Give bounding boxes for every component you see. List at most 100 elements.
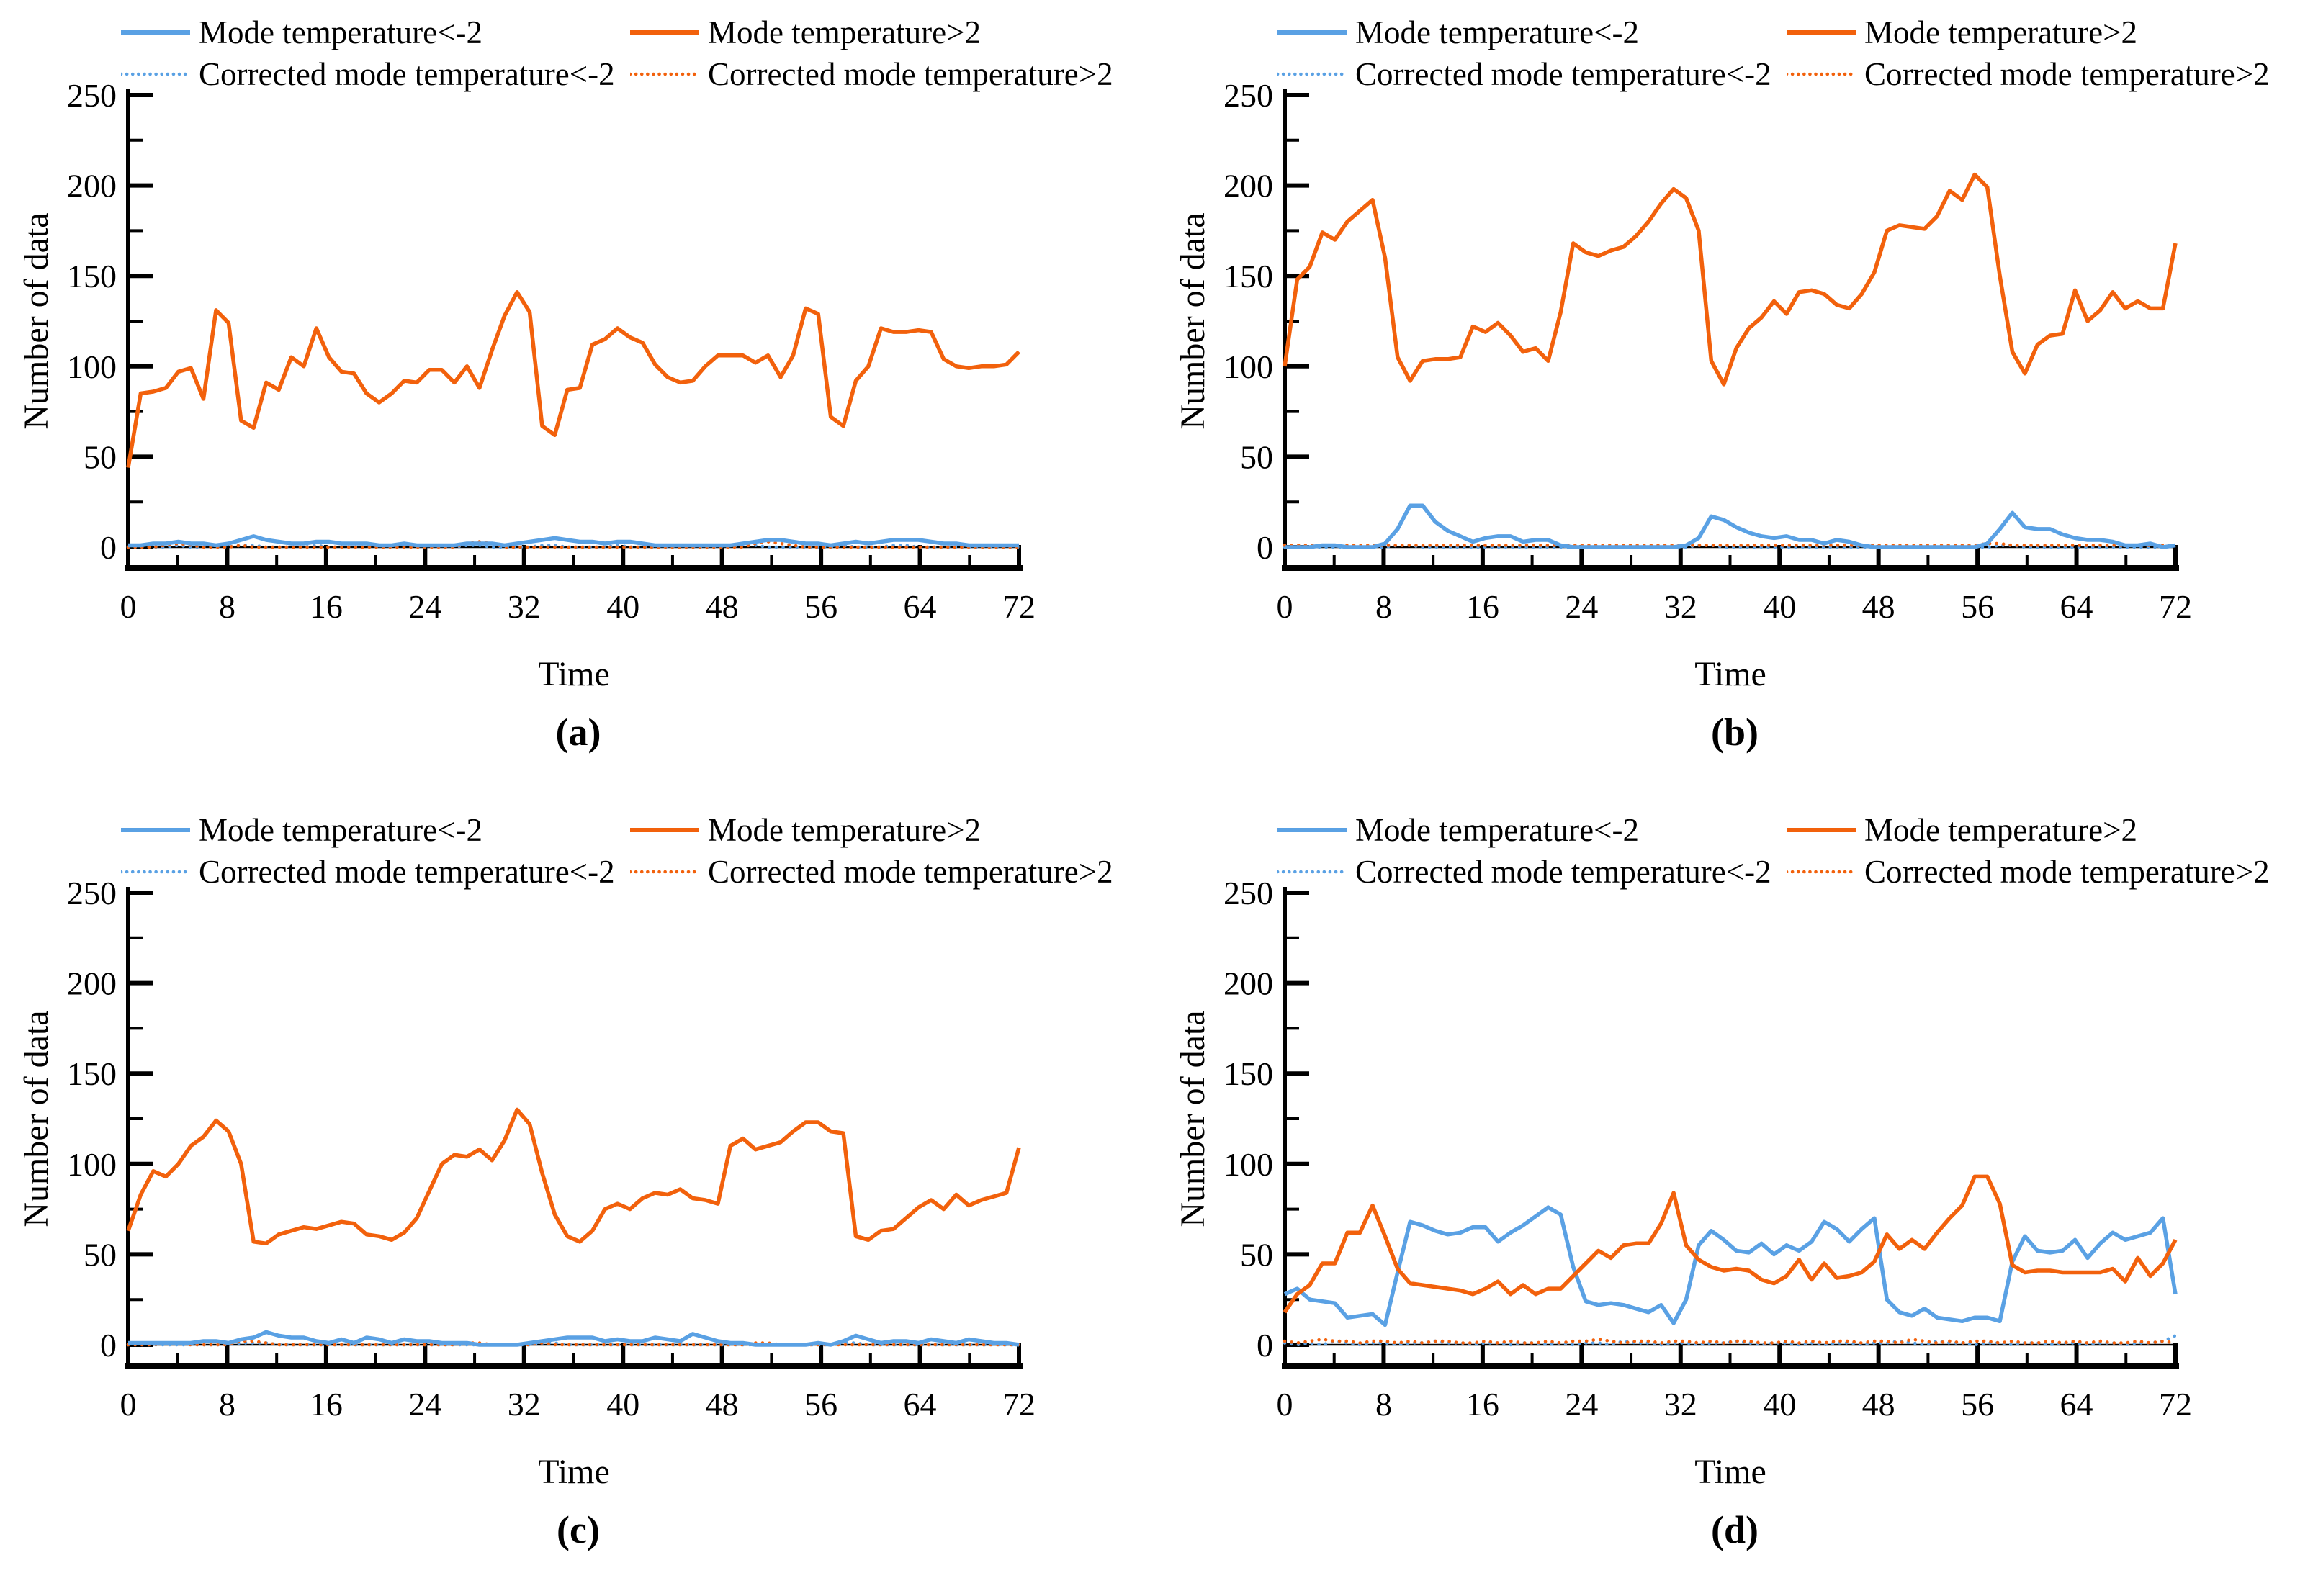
x-tick-label: 48	[1862, 1386, 1895, 1423]
series-line-mode-lt2	[1285, 503, 2176, 549]
x-tick-label: 40	[606, 1386, 639, 1423]
x-tick-label: 16	[310, 588, 343, 625]
dotted-orange-line-icon	[630, 72, 699, 76]
legend-item-mode-gt2: Mode temperature>2	[1787, 14, 2137, 50]
y-tick-label: 100	[1223, 1146, 1273, 1183]
solid-blue-line-icon	[1277, 828, 1347, 832]
legend-item-mode-gt2: Mode temperature>2	[1787, 812, 2137, 848]
x-tick-label: 72	[2159, 1386, 2192, 1423]
dotted-blue-line-icon	[121, 870, 190, 874]
y-tick-label: 250	[67, 875, 117, 911]
x-tick-label: 0	[1277, 1386, 1293, 1423]
y-axis-title: Number of data	[1174, 212, 1212, 429]
panel-b: Mode temperature<-2 Mode temperature>2 C…	[1156, 0, 2313, 798]
x-tick-label: 64	[2060, 588, 2093, 625]
series-line-mode-gt2	[1283, 1174, 2178, 1314]
y-tick-label: 250	[67, 77, 117, 114]
x-tick-label: 32	[508, 588, 541, 625]
legend-label: Mode temperature<-2	[1355, 14, 1639, 50]
caption-text: (b)	[1711, 711, 1759, 754]
y-axis-title: Number of data	[1174, 1010, 1212, 1227]
axes: 0 50 100 150 200 250 0 8 16 24 32 40 48 56 64 72	[1223, 77, 2192, 625]
y-tick-label: 0	[1257, 1327, 1273, 1363]
x-tick-label: 64	[2060, 1386, 2093, 1423]
x-tick-label: 32	[1664, 1386, 1697, 1423]
y-tick-label: 250	[1223, 77, 1273, 114]
solid-blue-line-icon	[121, 828, 190, 832]
legend-item-mode-gt2: Mode temperature>2	[630, 14, 981, 50]
panel-caption: (c)	[0, 1507, 1156, 1552]
x-tick-label: 16	[310, 1386, 343, 1423]
legend-label: Mode temperature<-2	[199, 14, 482, 50]
legend-c: Mode temperature<-2 Mode temperature>2 C…	[0, 798, 1156, 891]
x-tick-label: 48	[706, 1386, 739, 1423]
y-tick-label: 0	[100, 529, 117, 566]
solid-orange-line-icon	[630, 828, 699, 832]
legend-label: Corrected mode temperature<-2	[1355, 853, 1771, 890]
legend-item-corrected-lt2: Corrected mode temperature<-2	[1277, 56, 1771, 92]
y-tick-label: 100	[67, 348, 117, 385]
legend-d: Mode temperature<-2 Mode temperature>2 C…	[1156, 798, 2313, 891]
series-line-mode-lt2	[128, 1330, 1020, 1347]
legend-item-corrected-lt2: Corrected mode temperature<-2	[1277, 854, 1771, 890]
x-tick-label: 16	[1466, 1386, 1499, 1423]
panel-c: Mode temperature<-2 Mode temperature>2 C…	[0, 798, 1156, 1596]
x-tick-label: 0	[120, 1386, 137, 1423]
y-tick-label: 50	[1240, 1236, 1273, 1273]
y-tick-label: 150	[67, 258, 117, 294]
y-tick-label: 150	[1223, 1055, 1273, 1092]
legend-item-corrected-gt2: Corrected mode temperature>2	[1787, 854, 2270, 890]
solid-blue-line-icon	[121, 30, 190, 35]
x-tick-label: 24	[1565, 1386, 1598, 1423]
panel-caption: (d)	[1156, 1507, 2313, 1552]
y-tick-label: 150	[1223, 258, 1273, 294]
x-tick-label: 32	[508, 1386, 541, 1423]
y-tick-label: 200	[67, 168, 117, 204]
legend-item-mode-lt2: Mode temperature<-2	[121, 812, 482, 848]
y-tick-label: 150	[67, 1055, 117, 1092]
series-line-mode-lt2	[1283, 1205, 2178, 1327]
x-tick-label: 40	[606, 588, 639, 625]
x-axis-title: Time	[538, 1453, 610, 1491]
legend-label: Mode temperature>2	[1864, 14, 2137, 50]
y-tick-label: 250	[1223, 875, 1273, 911]
dotted-blue-line-icon	[1277, 870, 1347, 874]
x-tick-label: 24	[408, 1386, 441, 1423]
x-tick-label: 8	[219, 588, 235, 625]
x-tick-label: 40	[1763, 588, 1796, 625]
panel-d: Mode temperature<-2 Mode temperature>2 C…	[1156, 798, 2313, 1596]
legend-item-mode-lt2: Mode temperature<-2	[121, 14, 482, 50]
axes: 0 50 100 150 200 250 0 8 16 24 32 40 48 56 64 72	[1223, 875, 2192, 1423]
series-line-corrected-gt2	[126, 540, 1021, 549]
series-group	[126, 290, 1021, 549]
series-line-corrected-gt2	[1283, 1338, 2178, 1345]
line-chart-b: Number of data Time 0 50 100 150 200 250 0 8 16 2…	[1174, 77, 2192, 693]
x-axis-title: Time	[538, 655, 610, 693]
x-tick-label: 48	[706, 588, 739, 625]
legend-label: Mode temperature>2	[708, 811, 981, 848]
dotted-orange-line-icon	[1787, 72, 1856, 76]
solid-blue-line-icon	[1277, 30, 1347, 35]
series-group	[1283, 1174, 2178, 1347]
x-tick-label: 40	[1763, 1386, 1796, 1423]
x-tick-label: 8	[1375, 1386, 1392, 1423]
legend-label: Corrected mode temperature<-2	[199, 853, 615, 890]
legend-label: Mode temperature<-2	[199, 811, 482, 848]
dotted-blue-line-icon	[121, 72, 190, 76]
x-tick-label: 72	[2159, 588, 2192, 625]
legend-item-corrected-lt2: Corrected mode temperature<-2	[121, 56, 615, 92]
panel-caption: (b)	[1156, 710, 2313, 754]
y-axis-title: Number of data	[17, 212, 55, 429]
series-line-mode-gt2	[126, 290, 1020, 468]
legend-label: Mode temperature>2	[1864, 811, 2137, 848]
panel-a: Mode temperature<-2 Mode temperature>2 C…	[0, 0, 1156, 798]
y-tick-label: 50	[1240, 438, 1273, 475]
solid-orange-line-icon	[1787, 30, 1856, 35]
legend-a: Mode temperature<-2 Mode temperature>2 C…	[0, 0, 1156, 94]
caption-text: (c)	[557, 1508, 600, 1551]
x-tick-label: 72	[1002, 1386, 1036, 1423]
y-tick-label: 200	[67, 965, 117, 1002]
line-chart-d: Number of data Time 0 50 100 150 200 250 0 8 16 2…	[1174, 875, 2192, 1491]
legend-label: Corrected mode temperature>2	[1864, 853, 2270, 890]
